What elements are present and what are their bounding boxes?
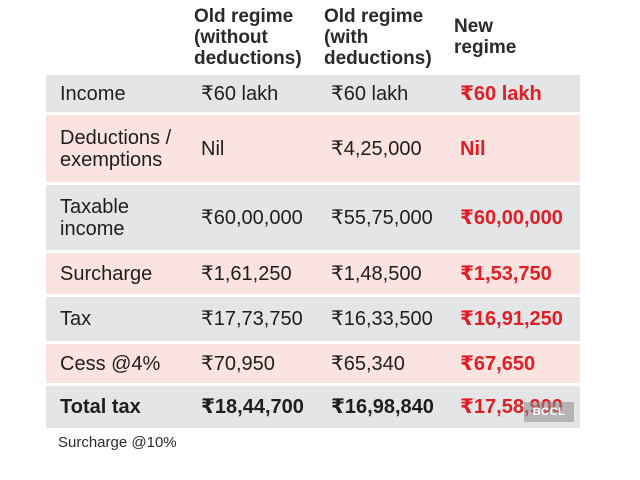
column-header-new-regime: New regime [454,16,517,58]
table-row-surcharge: Surcharge ₹1,61,250 ₹1,48,500 ₹1,53,750 [46,253,580,297]
table-row-taxable-income: Taxable income ₹60,00,000 ₹55,75,000 ₹60… [46,185,580,253]
cell-old-with: ₹1,48,500 [331,262,422,285]
cell-old-without: Nil [201,137,225,160]
row-label: Total tax [60,396,141,418]
cell-old-without: ₹70,950 [201,352,275,375]
row-label: Tax [60,308,92,330]
table-row-income: Income ₹60 lakh ₹60 lakh ₹60 lakh [46,75,580,115]
cell-new-regime: ₹60,00,000 [460,206,563,229]
table-row-tax: Tax ₹17,73,750 ₹16,33,500 ₹16,91,250 [46,297,580,344]
cell-old-with: ₹16,33,500 [331,308,433,330]
row-label: Deductions / exemptions [60,126,172,171]
table-header: Old regime (without deductions) Old regi… [0,6,640,74]
table-row-deductions: Deductions / exemptions Nil ₹4,25,000 Ni… [46,115,580,185]
cell-old-with: ₹16,98,840 [331,396,434,418]
cell-old-without: ₹60,00,000 [201,206,303,229]
column-header-old-with: Old regime (with deductions) [324,6,432,69]
cell-new-regime: ₹16,91,250 [460,308,563,330]
cell-old-without: ₹1,61,250 [201,262,292,285]
cell-old-with: ₹60 lakh [331,82,409,105]
column-header-old-without: Old regime (without deductions) [194,6,302,69]
cell-new-regime: ₹1,53,750 [460,262,552,285]
cell-old-without: ₹60 lakh [201,82,279,105]
table-row-cess: Cess @4% ₹70,950 ₹65,340 ₹67,650 [46,344,580,386]
row-label: Income [60,82,126,105]
cell-new-regime: ₹67,650 [460,352,536,375]
row-label: Cess @4% [60,352,161,375]
tax-comparison-table: Income ₹60 lakh ₹60 lakh ₹60 lakh Deduct… [46,75,580,431]
cell-new-regime: ₹60 lakh [460,82,542,105]
bccl-watermark: BCCL [524,402,574,422]
footnote: Surcharge @10% [58,434,177,451]
row-label: Taxable income [60,195,129,240]
cell-old-without: ₹17,73,750 [201,308,303,330]
cell-old-with: ₹4,25,000 [331,137,422,160]
cell-old-with: ₹65,340 [331,352,405,375]
cell-new-regime: Nil [460,137,486,160]
row-label: Surcharge [60,262,153,285]
cell-old-with: ₹55,75,000 [331,206,433,229]
table-row-total-tax: Total tax ₹18,44,700 ₹16,98,840 ₹17,58,9… [46,386,580,431]
cell-old-without: ₹18,44,700 [201,396,304,418]
